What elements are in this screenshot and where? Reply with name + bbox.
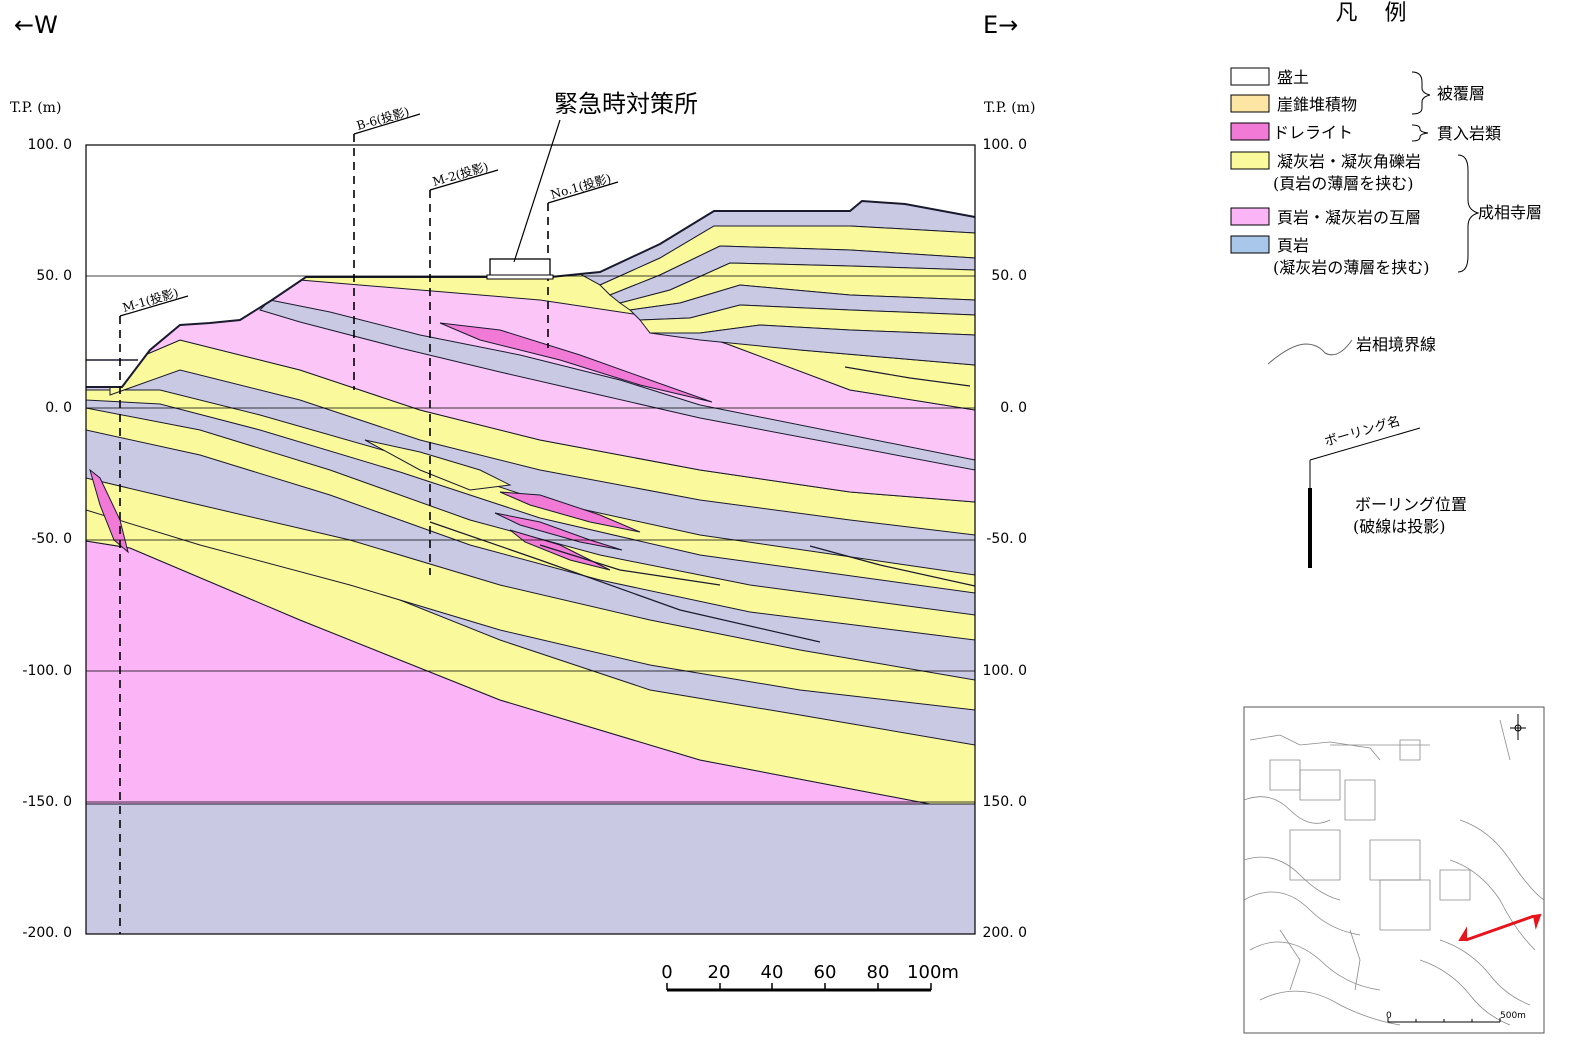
legend-sublabel-tuff: (頁岩の薄層を挟む): [1273, 174, 1414, 193]
legend-swatch-alternation: [1230, 207, 1270, 226]
right-tick-labels: 100. 0 50. 0 0. 0 -50. 0 100. 0 150. 0 2…: [982, 137, 1027, 941]
geologic-section: [86, 201, 975, 934]
boring-position-sublabel: (破線は投影): [1353, 517, 1446, 536]
legend: 凡 例 盛土 崖錐堆積物 ドレライト 凝灰岩・凝灰角礫岩 (頁岩の薄層を挟む) …: [1230, 1, 1542, 568]
thin-lens-line-4: [844, 366, 971, 387]
legend-label-tuff: 凝灰岩・凝灰角礫岩: [1277, 152, 1421, 171]
left-tick-label: -100. 0: [22, 663, 72, 679]
hill-shale-4: [649, 324, 975, 366]
left-axis-unit: T.P. (m): [10, 100, 61, 116]
middle-tuff-band: [86, 477, 975, 711]
inset-scale-start: 0: [1386, 1011, 1392, 1021]
dolerite-lens-1: [439, 322, 713, 403]
legend-title: 凡 例: [1336, 1, 1417, 26]
dolerite-dike: [89, 468, 129, 554]
right-tick-label: 150. 0: [982, 794, 1027, 810]
scale-label: 0: [661, 962, 672, 983]
legend-label-talus: 崖錐堆積物: [1277, 95, 1357, 114]
facility-building: [486, 119, 561, 280]
dolerite-lens-2: [499, 491, 641, 533]
right-tick-label: 100. 0: [982, 663, 1027, 679]
left-tick-label: -150. 0: [22, 794, 72, 810]
right-tick-label: 50. 0: [991, 268, 1027, 284]
inset-location-map: 0 500m: [1243, 706, 1545, 1034]
borehole-label: M-1(投影): [121, 285, 180, 315]
legend-label-dolerite: ドレライト: [1273, 123, 1353, 142]
west-direction-label: ←W: [14, 11, 58, 39]
legend-label-shale: 頁岩: [1277, 236, 1309, 255]
scale-label: 80: [867, 962, 890, 983]
thin-lens-line-2: [429, 521, 821, 643]
tuff-band-b: [86, 389, 975, 594]
legend-sublabel-shale: (凝灰岩の薄層を挟む): [1273, 258, 1430, 277]
boring-position-label: ボーリング位置: [1355, 495, 1467, 514]
right-tick-label: 100. 0: [982, 137, 1027, 153]
legend-swatch-shale: [1230, 235, 1270, 254]
borehole-label: M-2(投影): [431, 159, 490, 189]
group-label-covering: 被覆層: [1437, 84, 1485, 103]
left-tick-label: 0. 0: [45, 400, 72, 416]
facility-label: 緊急時対策所: [554, 90, 698, 118]
legend-swatch-fill: [1230, 67, 1270, 86]
inset-map-frame: [1243, 706, 1545, 1034]
brace-intrusive: [1411, 124, 1429, 142]
scale-label: 40: [761, 962, 784, 983]
brace-covering: [1411, 71, 1431, 115]
boring-name-leader: [1309, 427, 1421, 461]
scale-bar: 0 20 40 60 80 100m: [661, 962, 959, 992]
shale-lens-upper: [259, 299, 975, 471]
group-label-intrusive: 貫入岩類: [1437, 124, 1501, 143]
section-location-line: [1465, 914, 1535, 942]
thin-lens-line-3: [809, 545, 975, 587]
section-line-arrow-east: [1532, 913, 1542, 930]
right-tick-label: 0. 0: [1000, 400, 1027, 416]
tuff-lens-middle: [364, 439, 512, 491]
left-tick-label: -50. 0: [31, 531, 72, 547]
legend-swatch-tuff: [1230, 151, 1270, 170]
thin-lens-line-1: [539, 544, 721, 586]
section-frame: [85, 144, 976, 935]
boundary-line-label: 岩相境界線: [1356, 335, 1436, 354]
right-tick-label: -50. 0: [986, 531, 1027, 547]
borehole-label: No.1(投影): [549, 170, 613, 202]
legend-label-alternation: 頁岩・凝灰岩の互層: [1277, 208, 1421, 227]
left-tick-labels: 100. 0 50. 0 0. 0 -50. 0 -100. 0 -150. 0…: [22, 137, 72, 941]
fill-embankment: [86, 359, 123, 388]
group-label-joshoji: 成相寺層: [1478, 203, 1542, 222]
brace-joshoji: [1457, 154, 1480, 273]
legend-label-fill: 盛土: [1277, 68, 1309, 87]
legend-swatch-dolerite: [1230, 122, 1270, 141]
section-line-arrow-west: [1458, 926, 1467, 941]
scale-label: 100m: [907, 962, 959, 983]
right-tick-label: 200. 0: [982, 925, 1027, 941]
right-axis-unit: T.P. (m): [984, 100, 1035, 116]
boundary-line-sample: [1267, 339, 1353, 365]
tuff-band-a: [86, 407, 975, 641]
scale-label: 60: [814, 962, 837, 983]
north-arrow-icon: [1510, 714, 1526, 740]
inset-scale-end: 500m: [1500, 1011, 1526, 1021]
dolerite-lens-3: [494, 512, 623, 551]
borehole-label: B-6(投影): [355, 104, 411, 133]
scale-label: 20: [708, 962, 731, 983]
left-tick-label: 100. 0: [27, 137, 72, 153]
left-tick-label: -200. 0: [22, 925, 72, 941]
left-tick-label: 50. 0: [36, 268, 72, 284]
legend-swatch-talus: [1230, 94, 1270, 113]
east-direction-label: E→: [983, 11, 1018, 39]
